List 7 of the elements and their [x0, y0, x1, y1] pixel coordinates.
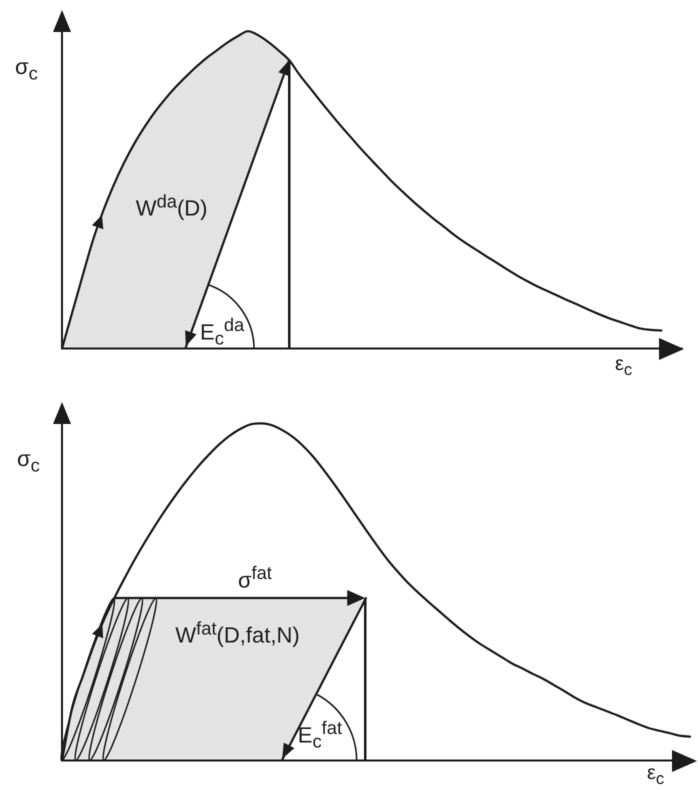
y-axis-title: σ$_{c}$ [17, 446, 40, 476]
annotation: σ$^{fat}$ [238, 562, 272, 592]
annotation: W$^{da}$(D) [136, 190, 208, 220]
annotation: W$^{fat}$(D,fat,N) [175, 618, 300, 648]
x-axis-title: ε$_{c}$ [615, 352, 632, 379]
x-axis-title: ε$_{c}$ [647, 762, 664, 788]
y-axis-title: σ$_{c}$ [15, 54, 38, 84]
